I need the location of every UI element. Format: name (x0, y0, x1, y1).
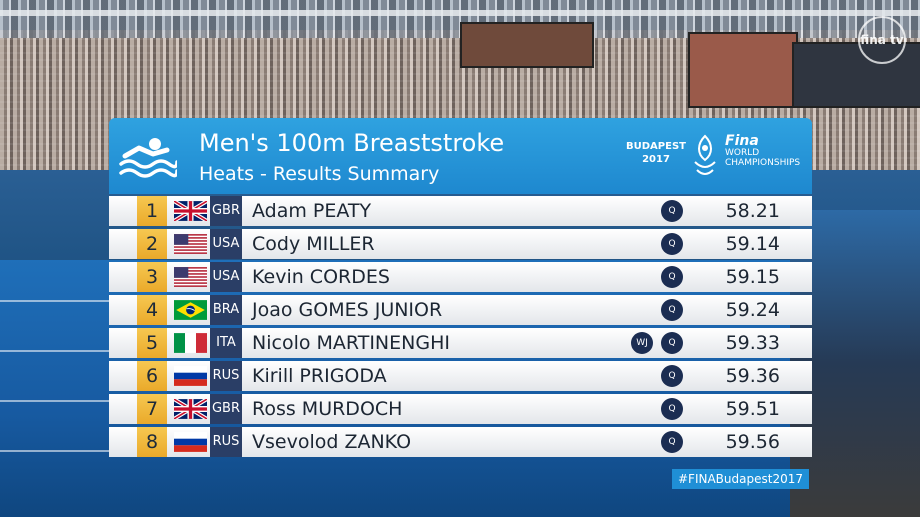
world-junior-record-badge: WJ (631, 332, 653, 354)
athlete-name: Ross MURDOCH (252, 398, 403, 420)
rank: 8 (137, 427, 167, 457)
rank: 1 (137, 196, 167, 226)
result-time: 59.51 (725, 398, 780, 420)
swimmer-icon (119, 138, 177, 178)
results-table: 1 GBR Adam PEATY Q 58.21 2 (109, 196, 812, 460)
noc-code: USA (210, 262, 242, 292)
result-row: 7 GBR Ross MURDOCH Q 59.51 (109, 394, 812, 424)
championships-line2: CHAMPIONSHIPS (725, 158, 801, 168)
bra-flag-icon (174, 300, 207, 320)
fina-tv-logo: fina tv (858, 16, 906, 64)
result-row: 8 RUS Vsevolod ZANKO Q 59.56 (109, 427, 812, 457)
noc-code: USA (210, 229, 242, 259)
athlete-name: Adam PEATY (252, 200, 372, 222)
rank: 6 (137, 361, 167, 391)
qualified-badge: Q (661, 233, 683, 255)
qualified-badge: Q (661, 299, 683, 321)
event-subtitle: Heats - Results Summary (199, 163, 440, 185)
qualified-badge: Q (661, 398, 683, 420)
fina-wordmark: Fina (725, 133, 759, 149)
event-hashtag: #FINABudapest2017 (672, 469, 809, 489)
city-name: BUDAPEST (626, 141, 686, 152)
athlete-name: Kirill PRIGODA (252, 365, 387, 387)
rus-flag-icon (174, 366, 207, 386)
qualified-badge: Q (661, 365, 683, 387)
result-time: 59.33 (725, 332, 780, 354)
roof-beam (0, 10, 920, 16)
noc-code: RUS (210, 361, 242, 391)
championships-line1: WORLD (725, 148, 760, 158)
usa-flag-icon (174, 267, 207, 287)
athlete-name: Cody MILLER (252, 233, 375, 255)
video-screen (688, 32, 798, 108)
video-screen (460, 22, 594, 68)
qualified-badge: Q (661, 200, 683, 222)
athlete-name: Joao GOMES JUNIOR (252, 299, 443, 321)
event-title: Men's 100m Breaststroke (199, 129, 505, 157)
athlete-name: Vsevolod ZANKO (252, 431, 412, 453)
rank: 2 (137, 229, 167, 259)
athlete-name: Nicolo MARTINENGHI (252, 332, 450, 354)
usa-flag-icon (174, 234, 207, 254)
rus-flag-icon (174, 432, 207, 452)
rank: 3 (137, 262, 167, 292)
result-time: 59.14 (725, 233, 780, 255)
result-row: 6 RUS Kirill PRIGODA Q 59.36 (109, 361, 812, 391)
qualified-badge: Q (661, 431, 683, 453)
result-time: 59.56 (725, 431, 780, 453)
noc-code: GBR (210, 394, 242, 424)
rank: 5 (137, 328, 167, 358)
gbr-flag-icon (174, 201, 207, 221)
noc-code: GBR (210, 196, 242, 226)
world-championships-logo: Fina WORLD CHAMPIONSHIPS (725, 133, 801, 168)
athlete-name: Kevin CORDES (252, 266, 390, 288)
championship-emblem-icon (694, 134, 716, 175)
results-header: Men's 100m Breaststroke Heats - Results … (109, 118, 812, 194)
result-time: 59.24 (725, 299, 780, 321)
budapest-logo: BUDAPEST 2017 (625, 140, 687, 166)
rank: 7 (137, 394, 167, 424)
ita-flag-icon (174, 333, 207, 353)
event-year: 2017 (642, 154, 670, 165)
result-time: 58.21 (725, 200, 780, 222)
result-time: 59.15 (725, 266, 780, 288)
result-row: 2 USA Cody MILLER Q 59.14 (109, 229, 812, 259)
result-row: 3 USA Kevin CORDES Q 59.15 (109, 262, 812, 292)
noc-code: BRA (210, 295, 242, 325)
gbr-flag-icon (174, 399, 207, 419)
noc-code: ITA (210, 328, 242, 358)
result-time: 59.36 (725, 365, 780, 387)
result-row: 4 BRA Joao GOMES JUNIOR Q 59.24 (109, 295, 812, 325)
noc-code: RUS (210, 427, 242, 457)
result-row: 5 ITA Nicolo MARTINENGHI WJ Q 59.33 (109, 328, 812, 358)
qualified-badge: Q (661, 332, 683, 354)
video-screen (792, 42, 920, 108)
result-row: 1 GBR Adam PEATY Q 58.21 (109, 196, 812, 226)
results-panel: Men's 100m Breaststroke Heats - Results … (109, 118, 812, 462)
qualified-badge: Q (661, 266, 683, 288)
rank: 4 (137, 295, 167, 325)
